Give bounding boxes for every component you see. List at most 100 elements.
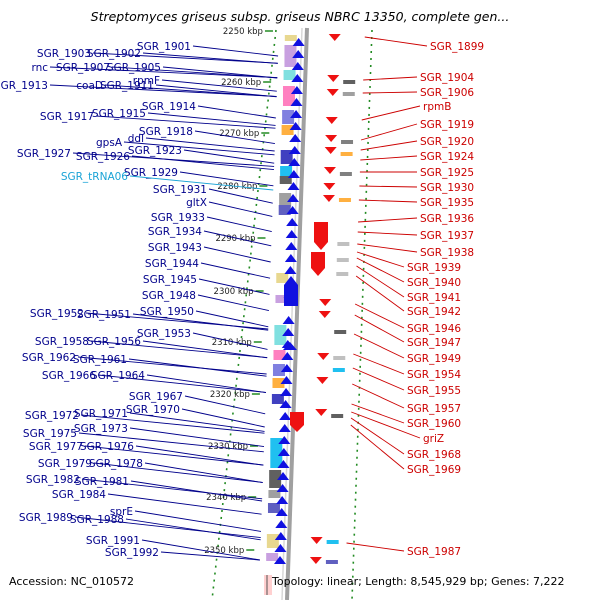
left-label-leader [77, 356, 267, 375]
feature-block [267, 503, 280, 513]
left-label-leader [80, 414, 265, 434]
left-label-leader [155, 84, 277, 98]
left-gene-label: rnc [31, 62, 48, 74]
left-label-leader [134, 510, 262, 532]
right-label-leader [357, 243, 418, 253]
left-gene-label: SGR_1972 [25, 410, 79, 422]
left-label-leader [92, 52, 278, 64]
forward-gene-arrow [273, 556, 286, 564]
reverse-gene-arrow [322, 195, 335, 202]
right-label-leader [350, 424, 405, 470]
feature-block [270, 438, 283, 468]
right-gene-label: SGR_1987 [407, 546, 461, 558]
left-gene-label: SGR_1944 [145, 258, 199, 270]
left-label-leader [135, 445, 264, 466]
forward-gene-arrow [291, 62, 304, 70]
position-marker [264, 575, 272, 595]
right-gene-label: SGR_1904 [420, 72, 474, 84]
left-label-leader [49, 84, 277, 97]
left-label-leader [197, 105, 276, 119]
forward-gene-arrow [275, 520, 288, 528]
reverse-gene-arrow [328, 34, 341, 41]
forward-gene-arrow [287, 194, 300, 202]
left-label-leader [84, 445, 264, 466]
left-gene-label: SGR_1934 [148, 226, 202, 238]
feature-block [284, 45, 297, 67]
right-gene-label: SGR_1939 [407, 262, 461, 274]
right-gene-label: SGR_1954 [407, 369, 461, 381]
right-label-leader [350, 417, 405, 455]
right-label-leader [356, 251, 405, 268]
scale-label: 2320 kbp [210, 390, 250, 400]
left-gene-label: SGR_1950 [140, 306, 194, 318]
feature-block [282, 86, 295, 106]
right-label-leader [351, 411, 421, 439]
left-gene-label: SGR_1979 [38, 458, 92, 470]
backbone-edge [281, 27, 303, 600]
right-label-leader [352, 383, 405, 409]
left-gene-label: SGR_1978 [89, 458, 143, 470]
forward-gene-arrow [284, 276, 298, 306]
left-gene-label: gltX [186, 197, 207, 209]
forward-gene-arrow [280, 388, 293, 396]
left-gene-label: SGR_1901 [137, 41, 191, 53]
reverse-gene-arrow [317, 353, 330, 360]
right-gene-label: SGR_1936 [420, 213, 474, 225]
left-gene-label: SGR_1975 [23, 428, 77, 440]
left-label-leader [200, 262, 271, 279]
scale-label: 2250 kbp [223, 27, 263, 37]
feature-block [275, 295, 288, 303]
left-gene-label: SGR_1982 [26, 474, 80, 486]
left-label-leader [111, 66, 278, 79]
right-label-leader [355, 275, 405, 312]
forward-gene-arrow [280, 376, 293, 384]
scale-label: 2350 kbp [204, 546, 244, 556]
forward-gene-arrow [286, 206, 299, 214]
left-label-leader [194, 130, 275, 145]
right-label-leader [346, 542, 405, 552]
forward-gene-arrow [276, 484, 289, 492]
left-gene-label: SGR_1931 [153, 184, 207, 196]
feature-segment [331, 414, 344, 418]
right-label-leader [353, 353, 405, 375]
feature-segment [326, 540, 339, 544]
left-label-leader [49, 66, 278, 79]
left-gene-label: SGR_tRNA06 [61, 171, 128, 183]
left-label-leader [125, 518, 261, 541]
left-label-leader [129, 427, 265, 448]
left-label-leader [97, 374, 266, 393]
reverse-gene-arrow [316, 377, 329, 384]
right-gene-label: SGR_1960 [407, 418, 461, 430]
feature-block [279, 193, 292, 207]
right-label-leader [361, 105, 421, 121]
left-gene-label: SGR_1948 [142, 290, 196, 302]
left-label-leader [132, 313, 269, 331]
left-label-leader [184, 395, 266, 415]
forward-gene-arrow [277, 472, 290, 480]
accession-text: Accession: NC_010572 [9, 575, 135, 588]
right-gene-label: SGR_1941 [407, 292, 461, 304]
left-label-leader [160, 551, 260, 561]
forward-gene-arrow [286, 218, 299, 226]
left-label-leader [203, 230, 272, 247]
left-label-leader [123, 141, 275, 156]
left-gene-label: gpsA [96, 137, 123, 149]
left-gene-label: SGR_1984 [52, 489, 106, 501]
forward-gene-arrow [283, 342, 297, 350]
forward-gene-arrow [285, 242, 298, 250]
guide-line-left [211, 29, 277, 600]
right-label-leader [358, 199, 418, 203]
feature-block [278, 205, 291, 215]
reverse-gene-arrow [325, 135, 338, 142]
forward-gene-arrow [282, 328, 295, 336]
left-label-leader [147, 112, 276, 126]
reverse-gene-arrow [323, 167, 336, 174]
feature-block [279, 176, 292, 184]
left-gene-label: SGR_1966 [42, 370, 96, 382]
right-label-leader [360, 140, 418, 151]
feature-block [272, 364, 285, 376]
right-label-leader [364, 36, 428, 47]
left-label-leader [90, 340, 268, 359]
right-gene-label: SGR_1924 [420, 151, 474, 163]
feature-segment [340, 152, 353, 156]
